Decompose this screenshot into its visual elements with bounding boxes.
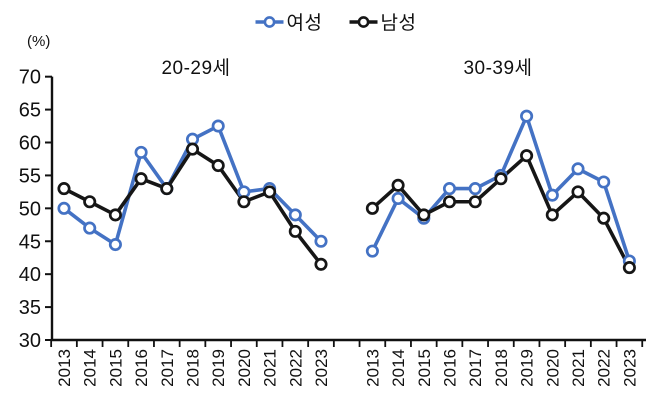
data-point-여성-2014 (391, 191, 405, 206)
data-point-여성-2014 (83, 221, 97, 235)
data-point-여성-2013 (57, 201, 71, 215)
legend-label-men: 남성 (380, 13, 417, 34)
data-point-여성-2023 (314, 234, 328, 248)
data-point-여성-2015 (108, 237, 122, 252)
x-year-label: 2014 (81, 349, 100, 387)
data-point-남성-2023 (314, 257, 328, 271)
x-year-label: 2019 (209, 349, 228, 387)
data-point-남성-2022 (288, 224, 302, 238)
data-point-남성-2013 (57, 182, 71, 196)
data-point-남성-2021 (263, 185, 277, 199)
y-tick-label: 65 (19, 100, 41, 122)
x-year-label: 2013 (55, 349, 74, 387)
legend-label-women: 여성 (286, 13, 323, 34)
x-year-label: 2017 (158, 349, 177, 387)
data-point-여성-2022 (597, 175, 611, 189)
data-point-남성-2014 (391, 178, 405, 192)
data-point-남성-2019 (211, 159, 225, 173)
data-point-남성-2019 (520, 149, 534, 163)
women-line-marker-icon (255, 15, 284, 28)
x-year-label: 2016 (132, 349, 151, 387)
data-point-남성-2023 (622, 261, 636, 275)
men-line-marker-icon (349, 15, 378, 28)
data-point-남성-2016 (134, 172, 148, 186)
data-point-여성-2020 (545, 188, 559, 202)
data-point-남성-2017 (468, 195, 482, 209)
data-point-여성-2021 (571, 162, 585, 176)
data-point-여성-2019 (520, 109, 534, 123)
x-year-label: 2020 (543, 349, 562, 387)
data-point-남성-2018 (185, 142, 200, 156)
y-tick-label: 50 (19, 198, 41, 220)
x-year-label: 2023 (312, 349, 331, 387)
legend-circle (357, 15, 370, 28)
data-point-남성-2020 (237, 195, 251, 209)
x-year-label: 2015 (106, 349, 125, 387)
panel-title-20-29: 20-29세 (161, 58, 231, 79)
y-tick-label: 40 (19, 264, 41, 286)
x-year-label: 2013 (363, 349, 382, 387)
x-year-label: 2016 (441, 349, 460, 387)
y-tick-label: 70 (19, 67, 41, 89)
data-point-남성-2016 (442, 195, 457, 209)
x-year-label: 2018 (492, 349, 511, 387)
legend-item-men: 남성 (348, 8, 416, 35)
x-year-label: 2022 (595, 349, 614, 387)
data-point-남성-2015 (108, 208, 122, 222)
panel-title-30-39: 30-39세 (463, 58, 533, 79)
data-point-남성-2013 (365, 201, 379, 215)
x-year-label: 2021 (569, 349, 588, 387)
data-point-남성-2015 (417, 208, 431, 222)
chart-legend: 여성 남성 (255, 8, 417, 35)
x-year-label: 2019 (518, 349, 537, 387)
data-point-여성-2022 (288, 208, 302, 222)
y-tick-label: 35 (19, 297, 41, 319)
y-tick-label: 60 (19, 133, 41, 155)
x-year-label: 2020 (235, 349, 254, 387)
x-year-label: 2014 (389, 349, 408, 387)
y-tick-label: 45 (19, 231, 41, 253)
x-year-label: 2017 (466, 349, 485, 387)
legend-circle (263, 15, 276, 28)
x-year-label: 2023 (620, 349, 639, 387)
y-tick-label: 30 (19, 330, 41, 352)
legend-item-women: 여성 (255, 8, 323, 35)
data-point-남성-2022 (597, 211, 611, 225)
x-year-label: 2018 (184, 349, 203, 387)
x-year-label: 2022 (286, 349, 305, 387)
data-point-여성-2019 (211, 119, 225, 133)
x-year-label: 2015 (415, 349, 434, 387)
data-point-남성-2021 (571, 185, 585, 199)
series-line-여성 (370, 114, 632, 263)
y-axis-unit-label: (%) (27, 33, 51, 50)
series-line-남성 (62, 147, 323, 267)
x-year-label: 2021 (261, 349, 280, 387)
data-point-여성-2016 (442, 182, 457, 196)
data-point-여성-2013 (365, 244, 379, 258)
data-point-남성-2020 (545, 208, 559, 222)
data-point-남성-2018 (494, 172, 508, 186)
data-point-여성-2016 (134, 145, 148, 159)
y-tick-label: 55 (19, 165, 41, 187)
data-point-여성-2017 (468, 182, 482, 196)
data-point-남성-2017 (160, 182, 174, 196)
data-point-남성-2014 (83, 195, 97, 209)
